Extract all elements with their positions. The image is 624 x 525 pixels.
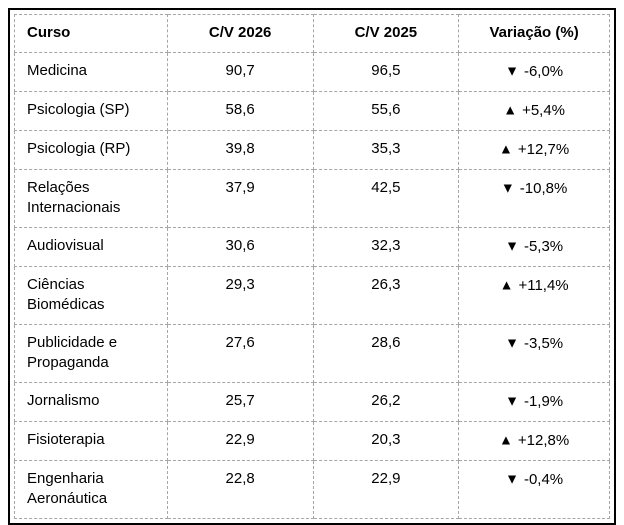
cv-2025-cell: 55,6	[312, 91, 460, 131]
cv-2025-cell: 26,3	[312, 266, 460, 325]
cv-2026-cell: 39,8	[166, 130, 314, 170]
variation-cell: ▼ -1,9%	[458, 382, 610, 422]
variation-value: +5,4%	[522, 102, 566, 119]
page: Curso C/V 2026 C/V 2025 Variação (%) Med…	[8, 8, 616, 525]
trend-down-icon: ▼	[505, 334, 519, 351]
course-name-cell: Fisioterapia	[14, 421, 168, 461]
cv-2026-cell: 22,9	[166, 421, 314, 461]
variation-cell: ▼ -5,3%	[458, 227, 610, 267]
trend-down-icon: ▼	[505, 62, 519, 79]
cv-2025-cell: 35,3	[312, 130, 460, 170]
variation-value: -5,3%	[523, 238, 564, 255]
course-name-cell: Audiovisual	[14, 227, 168, 267]
trend-up-icon: ▲	[503, 101, 518, 118]
variation-cell: ▼ -3,5%	[458, 324, 610, 383]
table-frame: Curso C/V 2026 C/V 2025 Variação (%) Med…	[8, 8, 616, 525]
cv-2026-cell: 58,6	[166, 91, 314, 131]
cv-2026-cell: 22,8	[166, 460, 314, 519]
variation-cell: ▲ +12,7%	[458, 130, 610, 170]
variation-value: -1,9%	[523, 393, 564, 410]
cv-2025-cell: 20,3	[312, 421, 460, 461]
cv-2025-cell: 42,5	[312, 169, 460, 228]
variation-value: -6,0%	[523, 63, 564, 80]
table-row: Ciências Biomédicas 29,3 26,3 ▲ +11,4%	[14, 266, 610, 325]
cv-2026-cell: 90,7	[166, 52, 314, 92]
trend-up-icon: ▲	[499, 431, 513, 448]
table-row: Publicidade e Propaganda 27,6 28,6 ▼ -3,5…	[14, 324, 610, 383]
table-row: Engenharia Aeronáutica 22,8 22,9 ▼ -0,4%	[14, 460, 610, 519]
cv-2026-cell: 27,6	[166, 324, 314, 383]
column-header-cv-2026: C/V 2026	[166, 14, 314, 53]
cv-2026-cell: 29,3	[166, 266, 314, 325]
variation-value: +12,8%	[517, 432, 570, 449]
cv-2025-cell: 26,2	[312, 382, 460, 422]
variation-cell: ▼ -6,0%	[458, 52, 610, 92]
course-name-cell: Psicologia (SP)	[14, 91, 168, 131]
cv-2026-cell: 37,9	[166, 169, 314, 228]
variation-cell: ▲ +12,8%	[458, 421, 610, 461]
trend-up-icon: ▲	[499, 140, 513, 157]
table-row: Psicologia (RP) 39,8 35,3 ▲ +12,7%	[14, 130, 610, 170]
table-row: Psicologia (SP) 58,6 55,6 ▲ +5,4%	[14, 91, 610, 131]
variation-cell: ▼ -10,8%	[458, 169, 610, 228]
table-row: Relações Internacionais 37,9 42,5 ▼ -10,8…	[14, 169, 610, 228]
cv-2025-cell: 96,5	[312, 52, 460, 92]
variation-value: +12,7%	[517, 141, 570, 158]
header-row: Curso C/V 2026 C/V 2025 Variação (%)	[14, 14, 610, 53]
variation-cell: ▲ +5,4%	[458, 91, 610, 131]
course-name-cell: Engenharia Aeronáutica	[14, 460, 168, 519]
course-name-cell: Jornalismo	[14, 382, 168, 422]
column-header-variacao: Variação (%)	[458, 14, 610, 53]
table-row: Jornalismo 25,7 26,2 ▼ -1,9%	[14, 382, 610, 422]
cv-2025-cell: 32,3	[312, 227, 460, 267]
cv-2025-cell: 28,6	[312, 324, 460, 383]
column-header-curso: Curso	[14, 14, 168, 53]
variation-cell: ▼ -0,4%	[458, 460, 610, 519]
table-row: Fisioterapia 22,9 20,3 ▲ +12,8%	[14, 421, 610, 461]
course-name-cell: Medicina	[14, 52, 168, 92]
variation-cell: ▲ +11,4%	[458, 266, 610, 325]
variation-value: +11,4%	[518, 277, 569, 294]
column-header-cv-2025: C/V 2025	[312, 14, 460, 53]
table-row: Medicina 90,7 96,5 ▼ -6,0%	[14, 52, 610, 92]
cv-2026-cell: 25,7	[166, 382, 314, 422]
cv-2025-cell: 22,9	[312, 460, 460, 519]
course-name-cell: Ciências Biomédicas	[14, 266, 168, 325]
course-name-cell: Publicidade e Propaganda	[14, 324, 168, 383]
trend-down-icon: ▼	[505, 392, 519, 409]
variation-value: -0,4%	[523, 471, 564, 488]
trend-down-icon: ▼	[505, 237, 519, 254]
course-name-cell: Psicologia (RP)	[14, 130, 168, 170]
trend-down-icon: ▼	[500, 179, 515, 196]
cv-2026-cell: 30,6	[166, 227, 314, 267]
trend-up-icon: ▲	[499, 276, 514, 293]
variation-value: -3,5%	[523, 335, 564, 352]
course-name-cell: Relações Internacionais	[14, 169, 168, 228]
variation-value: -10,8%	[519, 180, 568, 197]
courses-table: Curso C/V 2026 C/V 2025 Variação (%) Med…	[14, 14, 610, 519]
trend-down-icon: ▼	[505, 470, 519, 487]
table-row: Audiovisual 30,6 32,3 ▼ -5,3%	[14, 227, 610, 267]
